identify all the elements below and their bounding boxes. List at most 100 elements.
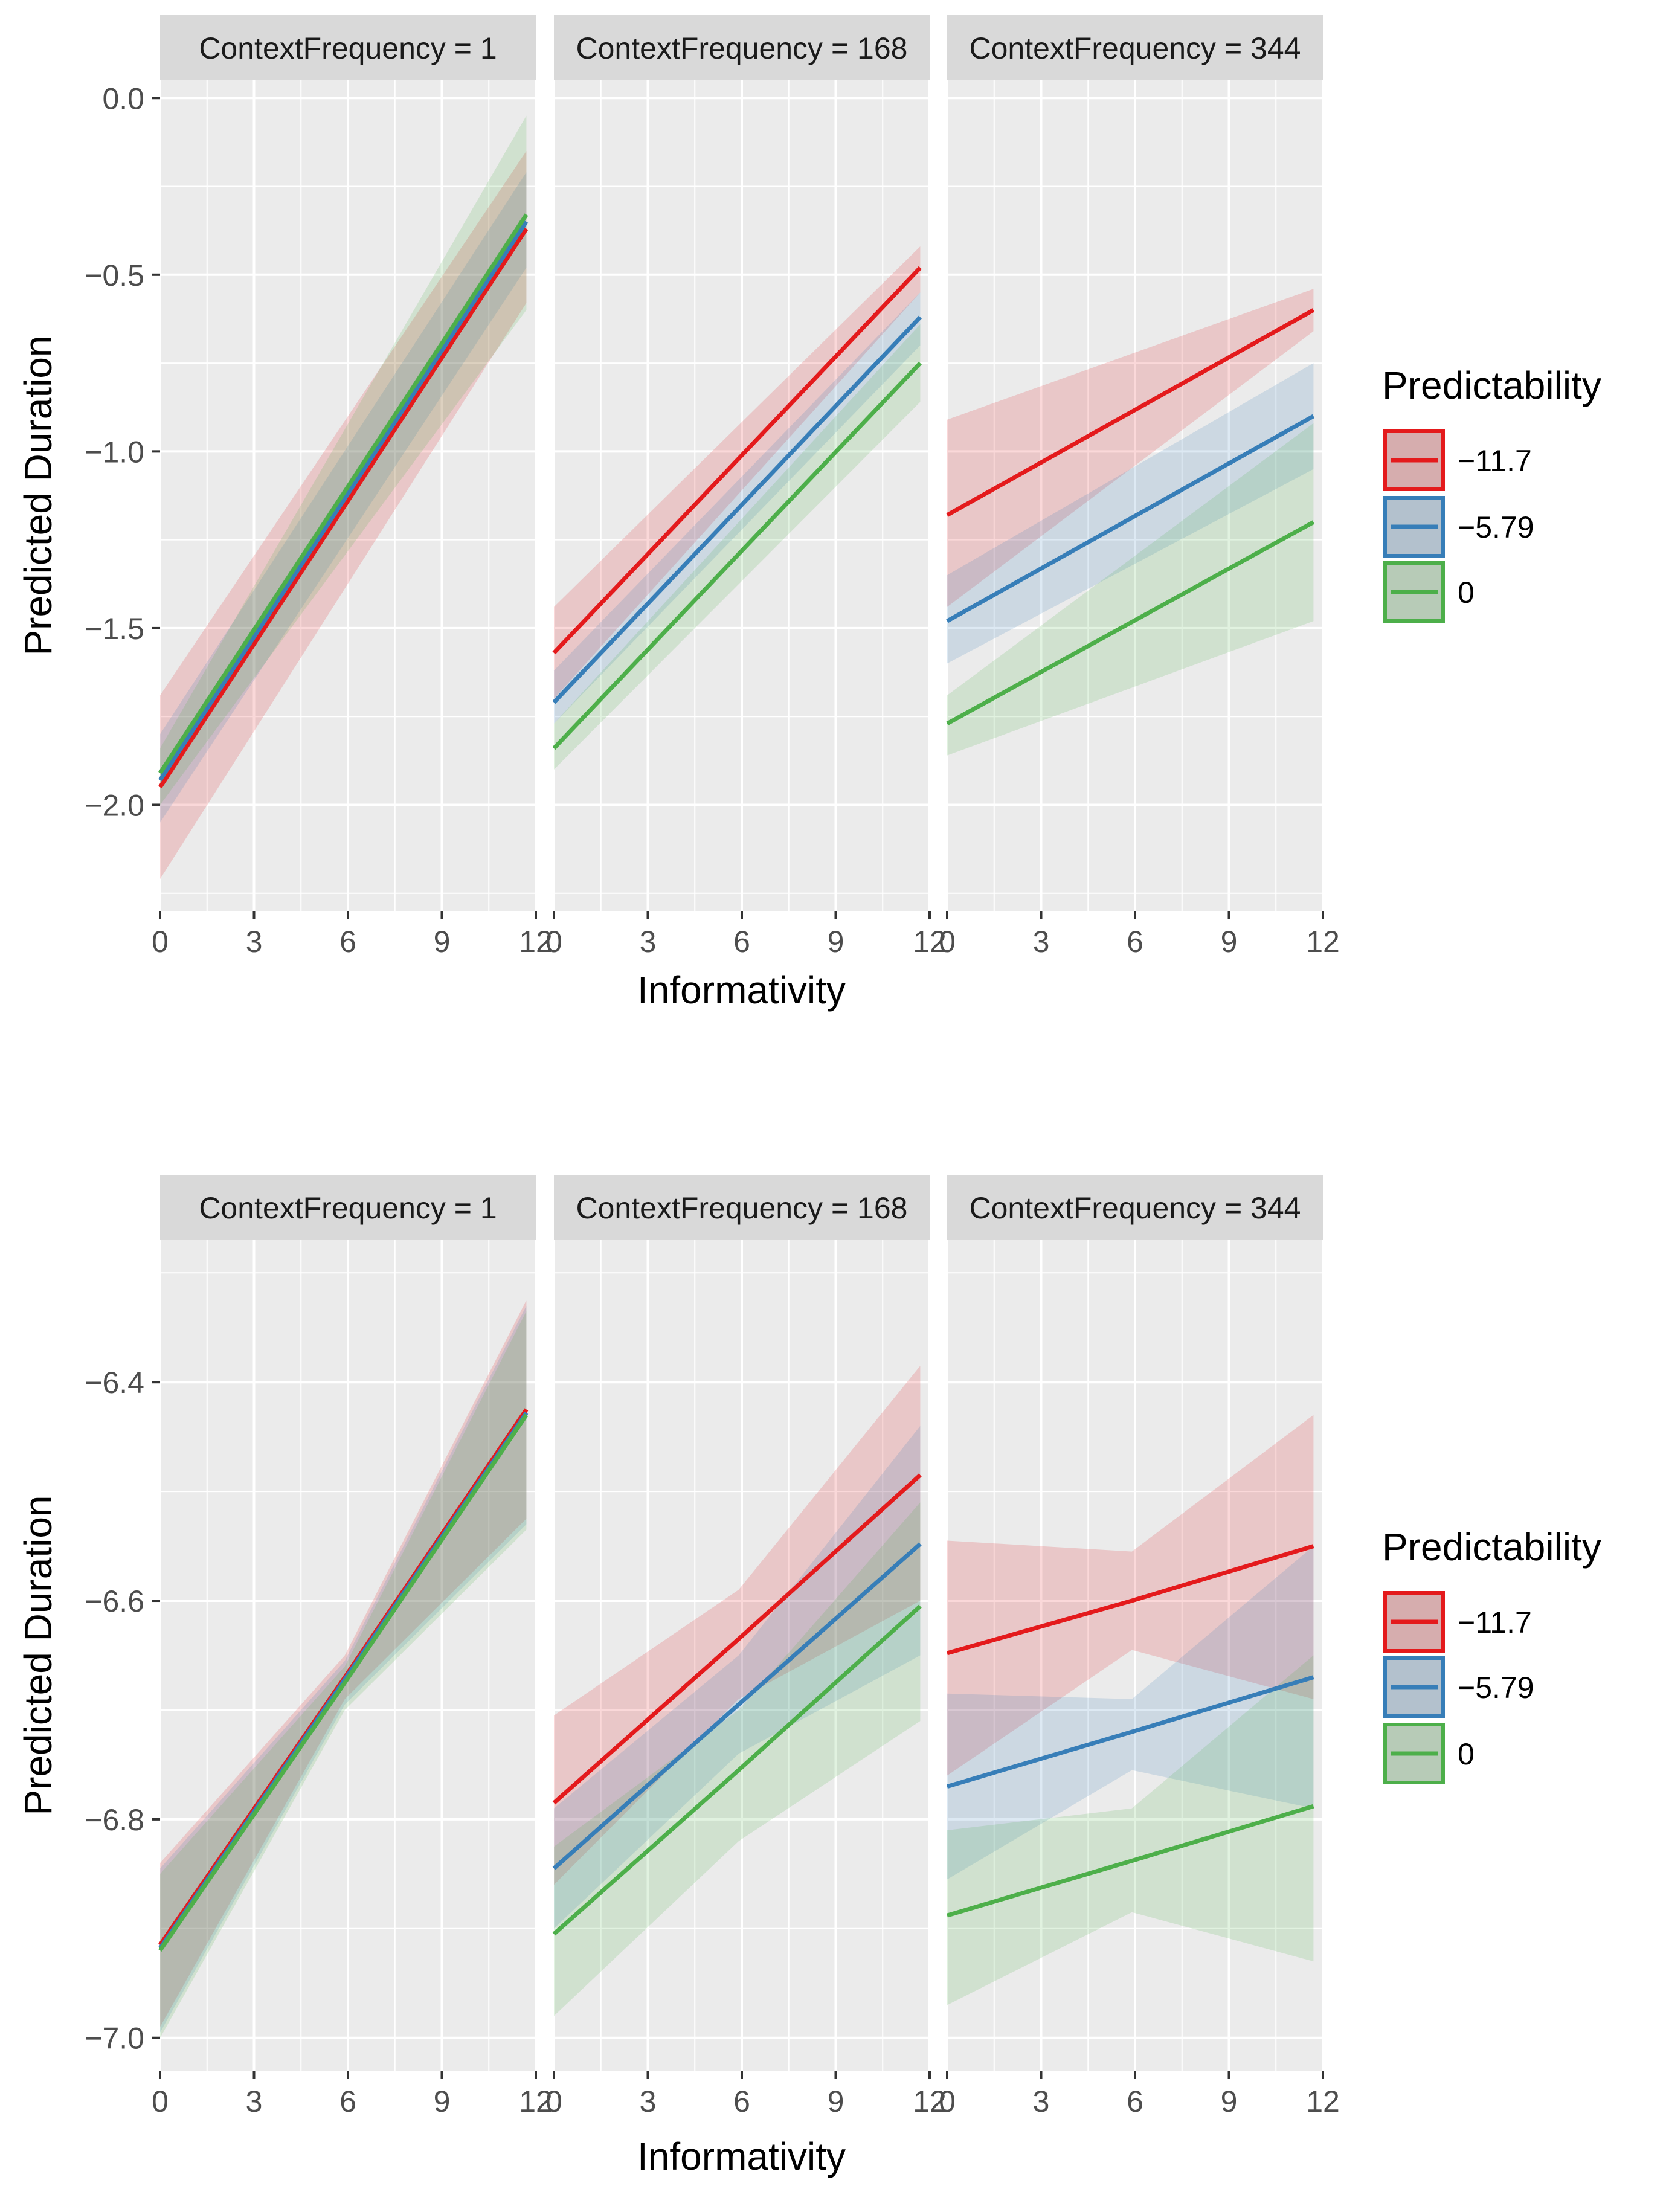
legend-title: Predictability xyxy=(1382,1525,1601,1569)
facet-strip xyxy=(160,1175,536,1240)
facet-panel: ContextFrequency = 168 0 3 6 9 12 xyxy=(545,15,947,959)
facet-strip xyxy=(554,1175,930,1240)
y-axis-title: Predicted Duration xyxy=(16,335,60,655)
series-line xyxy=(552,1604,922,1936)
legend-entry-label: −11.7 xyxy=(1458,1606,1532,1639)
confidence-ribbon xyxy=(554,324,921,770)
x-tick-label: 3 xyxy=(640,925,657,959)
series-line xyxy=(158,1413,529,1952)
facet-label: ContextFrequency = 344 xyxy=(970,1191,1301,1225)
x-tick-label: 12 xyxy=(1306,925,1340,959)
series-line xyxy=(946,414,1315,623)
facet-panel: ContextFrequency = 344 0 3 6 9 12 xyxy=(939,1175,1340,2118)
x-axis-title: Informativity xyxy=(637,2135,846,2178)
confidence-ribbon xyxy=(160,1300,527,2027)
x-tick-label: 0 xyxy=(545,2085,562,2118)
series-line xyxy=(552,266,922,655)
facet-strip xyxy=(554,15,930,80)
facet-label: ContextFrequency = 344 xyxy=(970,31,1301,65)
confidence-ribbon xyxy=(554,246,921,699)
series-line xyxy=(947,1804,1314,1918)
facet-label: ContextFrequency = 168 xyxy=(576,31,908,65)
facet-strip xyxy=(947,15,1323,80)
y-tick-label: 0.0 xyxy=(102,82,144,115)
facet-panel: ContextFrequency = 1 0 3 6 9 12 −6.4 −6.6 −6.8 −7… xyxy=(85,1175,553,2118)
facet-panel: ContextFrequency = 344 0 3 6 9 12 xyxy=(939,15,1340,959)
x-tick-label: 12 xyxy=(519,925,553,959)
x-tick-label: 12 xyxy=(913,2085,947,2118)
series-line xyxy=(158,227,529,789)
series-line xyxy=(947,1675,1314,1789)
chart-1: ContextFrequency = 1 0 3 6 9 12 0.0 −0.5 −1.0 −1.… xyxy=(16,15,1601,1012)
x-tick-label: 6 xyxy=(733,925,750,959)
confidence-ribbon xyxy=(947,363,1314,664)
confidence-ribbon xyxy=(160,1311,527,2038)
legend-entry-label: −5.79 xyxy=(1458,1671,1534,1705)
x-tick-label: 9 xyxy=(828,925,844,959)
x-tick-label: 3 xyxy=(640,2085,657,2118)
chart-2: ContextFrequency = 1 0 3 6 9 12 −6.4 −6.6 −6.8 −7… xyxy=(16,1175,1601,2178)
legend-entry-label: 0 xyxy=(1458,576,1475,609)
confidence-ribbon xyxy=(554,1366,921,1885)
series-line xyxy=(552,361,922,750)
x-tick-label: 6 xyxy=(1127,2085,1143,2118)
legend-entry-label: −11.7 xyxy=(1458,444,1532,478)
confidence-ribbon xyxy=(947,289,1314,607)
confidence-ribbon xyxy=(947,1415,1314,1776)
facet-label: ContextFrequency = 168 xyxy=(576,1191,908,1225)
x-tick-label: 12 xyxy=(913,925,947,959)
series-line xyxy=(946,520,1315,725)
x-tick-label: 12 xyxy=(519,2085,553,2118)
confidence-ribbon xyxy=(160,151,527,879)
x-tick-label: 9 xyxy=(828,2085,844,2118)
confidence-ribbon xyxy=(160,1305,527,2033)
x-tick-label: 6 xyxy=(733,2085,750,2118)
x-tick-label: 6 xyxy=(339,2085,356,2118)
y-tick-label: −6.8 xyxy=(85,1803,144,1837)
y-tick-label: −6.4 xyxy=(85,1366,144,1400)
series-line xyxy=(158,213,529,774)
x-tick-label: 9 xyxy=(1221,925,1238,959)
x-tick-label: 9 xyxy=(1221,2085,1238,2118)
confidence-ribbon xyxy=(554,1502,921,2016)
facet-label: ContextFrequency = 1 xyxy=(199,1191,497,1225)
confidence-ribbon xyxy=(947,1546,1314,1880)
series-line xyxy=(552,315,922,704)
x-tick-label: 9 xyxy=(434,2085,451,2118)
x-axis-title: Informativity xyxy=(637,968,846,1012)
x-tick-label: 0 xyxy=(939,925,956,959)
series-line xyxy=(158,220,529,782)
y-tick-label: −1.0 xyxy=(85,435,144,469)
series-line xyxy=(947,1544,1314,1656)
y-tick-label: −1.5 xyxy=(85,612,144,646)
x-tick-label: 6 xyxy=(1127,925,1143,959)
y-tick-label: −0.5 xyxy=(85,259,144,292)
facet-panel: ContextFrequency = 1 0 3 6 9 12 0.0 −0.5 −1.0 −1.… xyxy=(85,15,553,959)
legend: Predictability −11.7 −5.79 0 xyxy=(1382,1525,1601,1784)
confidence-ribbon xyxy=(554,1426,921,1929)
x-tick-label: 0 xyxy=(939,2085,956,2118)
y-tick-label: −6.6 xyxy=(85,1584,144,1618)
x-tick-label: 0 xyxy=(152,2085,169,2118)
x-tick-label: 0 xyxy=(545,925,562,959)
legend-entry-label: −5.79 xyxy=(1458,510,1534,544)
facet-panel: ContextFrequency = 168 0 3 6 9 12 xyxy=(545,1175,947,2118)
x-tick-label: 6 xyxy=(339,925,356,959)
facet-strip xyxy=(160,15,536,80)
series-line xyxy=(552,1542,922,1870)
confidence-ribbon xyxy=(947,1655,1314,2005)
x-tick-label: 3 xyxy=(246,2085,263,2118)
x-tick-label: 3 xyxy=(1033,925,1050,959)
facet-label: ContextFrequency = 1 xyxy=(199,31,497,65)
x-tick-label: 0 xyxy=(152,925,169,959)
series-line xyxy=(552,1473,922,1805)
x-tick-label: 3 xyxy=(246,925,263,959)
legend-title: Predictability xyxy=(1382,364,1601,407)
series-line xyxy=(946,308,1315,517)
x-tick-label: 12 xyxy=(1306,2085,1340,2118)
facet-strip xyxy=(947,1175,1323,1240)
legend: Predictability −11.7 −5.79 0 xyxy=(1382,364,1601,623)
y-tick-label: −7.0 xyxy=(85,2022,144,2056)
